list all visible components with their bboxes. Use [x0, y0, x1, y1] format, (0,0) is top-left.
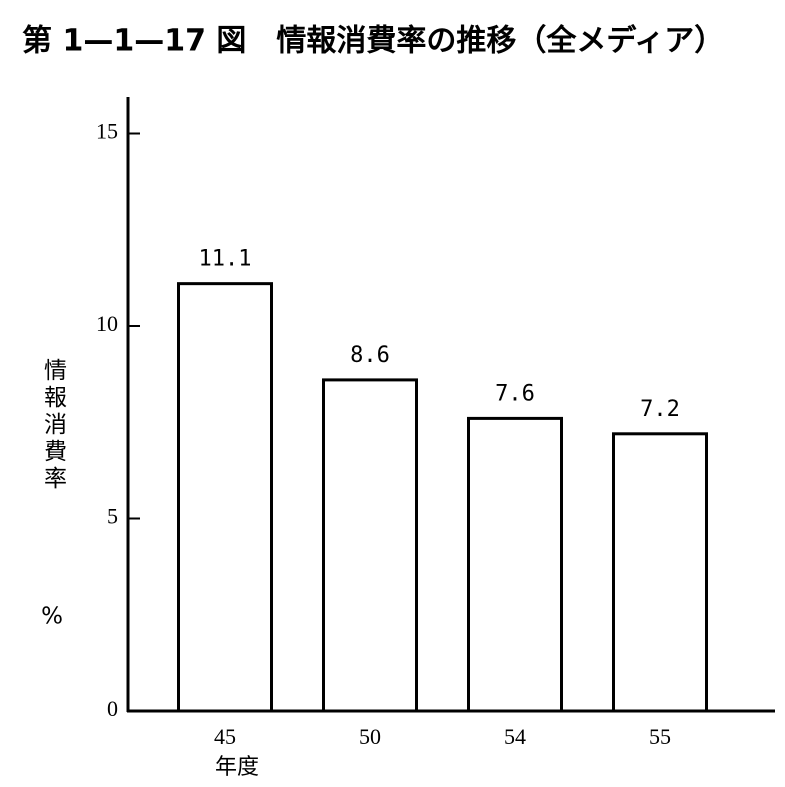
bar [612, 432, 708, 713]
y-tick-label: 0 [107, 696, 118, 721]
bar [467, 416, 563, 713]
bar [322, 378, 418, 713]
x-tick-label: 54 [504, 724, 526, 749]
y-axis-unit: % [41, 604, 63, 630]
value-label: 8.6 [350, 343, 390, 368]
x-tick-label: 50 [359, 724, 381, 749]
value-label: 7.2 [640, 397, 680, 422]
y-tick-label: 10 [96, 311, 118, 336]
y-tick-label: 15 [96, 119, 118, 144]
chart-title: 第 1—1—17 図 情報消費率の推移（全メディア） [22, 24, 724, 59]
x-tick-label: 45 [214, 724, 236, 749]
y-tick-label: 5 [107, 504, 118, 529]
value-label: 7.6 [495, 381, 535, 406]
value-label: 11.1 [199, 247, 252, 272]
x-axis-label: 年度 [215, 755, 259, 780]
x-tick-label: 55 [649, 724, 671, 749]
y-axis-label: 情報消費率 [40, 358, 68, 493]
bar [177, 282, 273, 713]
